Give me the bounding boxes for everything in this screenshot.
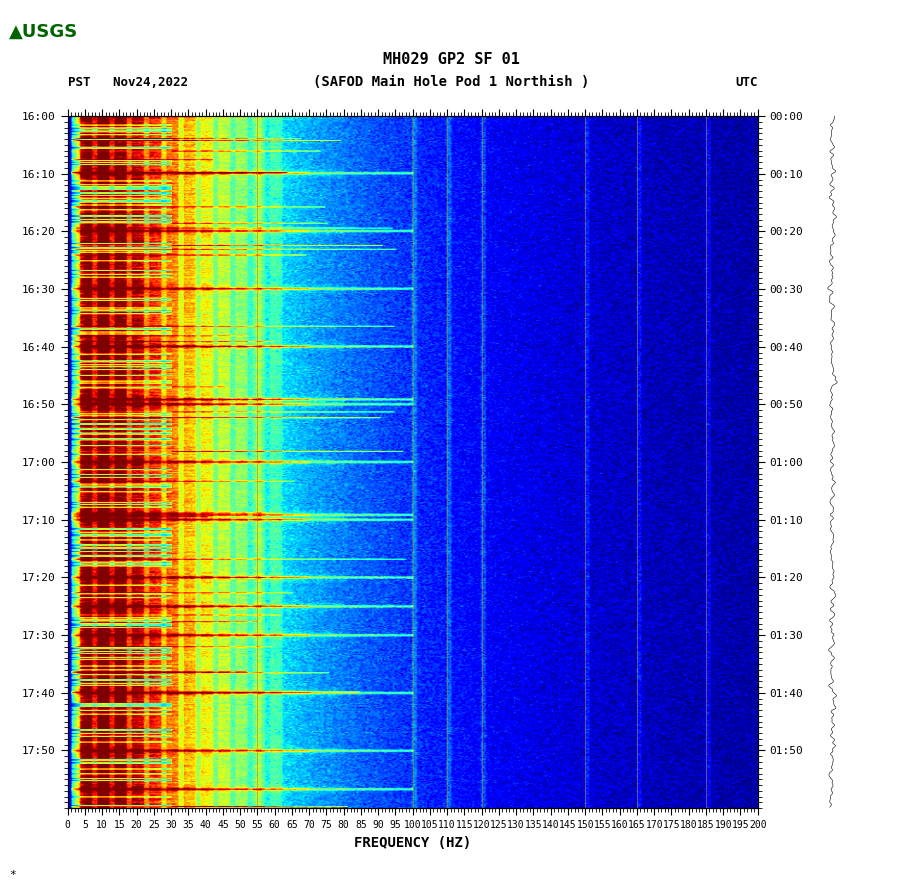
Text: (SAFOD Main Hole Pod 1 Northish ): (SAFOD Main Hole Pod 1 Northish ) xyxy=(313,75,589,89)
Text: UTC: UTC xyxy=(735,76,758,89)
Text: *: * xyxy=(9,870,15,880)
Text: ▲USGS: ▲USGS xyxy=(9,22,78,40)
Text: PST   Nov24,2022: PST Nov24,2022 xyxy=(68,76,188,89)
Text: MH029 GP2 SF 01: MH029 GP2 SF 01 xyxy=(382,52,520,67)
X-axis label: FREQUENCY (HZ): FREQUENCY (HZ) xyxy=(354,836,471,849)
